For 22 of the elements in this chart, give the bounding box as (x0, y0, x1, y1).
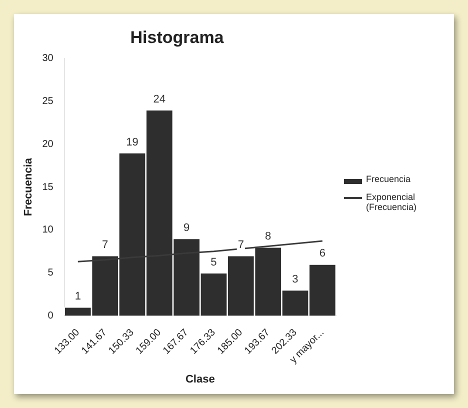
y-tick-label: 10 (42, 224, 54, 236)
data-label: 5 (210, 256, 217, 268)
y-tick-label: 15 (42, 182, 54, 193)
legend-label: Exponencial (Frecuencia) (366, 192, 418, 212)
data-label: 19 (126, 136, 138, 148)
data-label: 9 (184, 222, 190, 234)
data-label: 1 (74, 290, 81, 303)
data-label: 7 (238, 239, 244, 252)
y-axis-title: Frecuencia (22, 157, 35, 216)
y-tick-label: 0 (48, 310, 54, 322)
data-label: 6 (319, 248, 326, 260)
y-tick-label: 20 (42, 138, 54, 150)
legend-label: Frecuencia (366, 174, 411, 184)
y-tick-label: 30 (42, 53, 54, 64)
data-label: 24 (153, 93, 166, 106)
data-label: 7 (102, 239, 108, 252)
chart-title: Histograma (130, 28, 224, 47)
data-label: 3 (292, 273, 298, 286)
y-tick-label: 25 (42, 96, 54, 108)
data-label: 8 (265, 230, 272, 243)
y-tick-label: 5 (48, 268, 54, 279)
x-axis-title: Clase (185, 373, 215, 386)
